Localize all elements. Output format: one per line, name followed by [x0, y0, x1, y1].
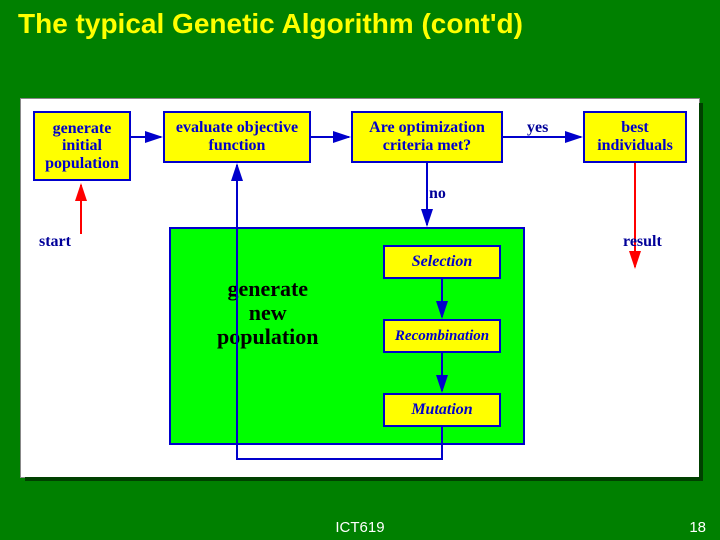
- flowchart-node-n_rec: Recombination: [383, 319, 501, 353]
- generate-new-population-label: generatenewpopulation: [217, 277, 319, 350]
- shadow: [699, 103, 703, 481]
- edge-label-l_result: result: [623, 233, 662, 251]
- flowchart-node-n_init: generateinitialpopulation: [33, 111, 131, 181]
- edge-label-l_yes: yes: [527, 119, 548, 137]
- flowchart-node-n_mut: Mutation: [383, 393, 501, 427]
- flowchart-node-n_best: bestindividuals: [583, 111, 687, 163]
- footer-course-code: ICT619: [0, 519, 720, 536]
- flowchart-node-n_sel: Selection: [383, 245, 501, 279]
- edge-label-l_start: start: [39, 233, 71, 251]
- flowchart-diagram: generatenewpopulation generateinitialpop…: [20, 98, 700, 478]
- flowchart-node-n_crit: Are optimizationcriteria met?: [351, 111, 503, 163]
- page-title: The typical Genetic Algorithm (cont'd): [0, 0, 720, 44]
- edge-label-l_no: no: [429, 185, 446, 203]
- shadow: [25, 477, 703, 481]
- flowchart-node-n_eval: evaluate objectivefunction: [163, 111, 311, 163]
- page-number: 18: [689, 519, 706, 536]
